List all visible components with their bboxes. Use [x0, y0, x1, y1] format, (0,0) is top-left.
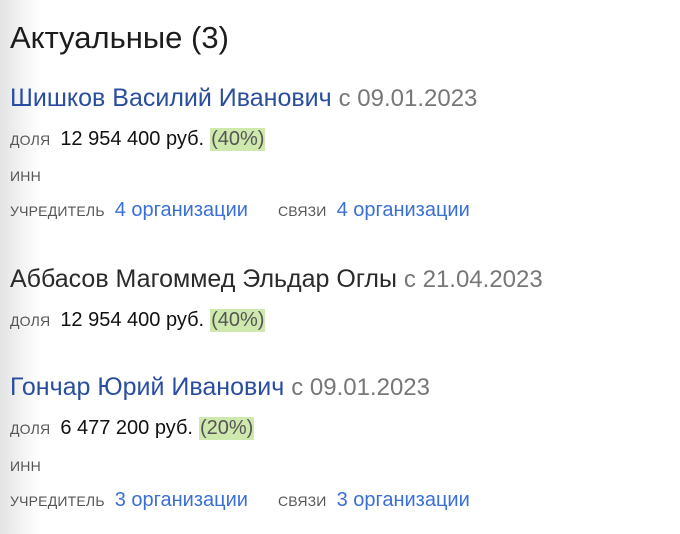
share-row: доля 12 954 400 руб. (40%) — [10, 128, 266, 151]
share-label: доля — [10, 132, 51, 148]
share-amount: 12 954 400 руб. — [60, 128, 205, 150]
links-label: связи — [277, 203, 327, 219]
founder-label: учредитель — [10, 203, 105, 219]
share-row: доля 6 477 200 руб. (20%) — [10, 417, 255, 440]
share-percent: (40%) — [210, 309, 266, 332]
founder-orgs-link[interactable]: 4 организации — [114, 199, 248, 221]
share-label: доля — [10, 421, 51, 437]
relations-row: учредитель 4 организации связи 4 организ… — [10, 199, 470, 222]
inn-label: ИНН — [10, 458, 41, 474]
person-name-link[interactable]: Шишков Василий Иванович — [10, 84, 332, 112]
inn-row: ИНН — [10, 458, 41, 474]
person-header: Гончар Юрий Иванович с 09.01.2023 — [10, 373, 430, 402]
since-date: с 09.01.2023 — [291, 374, 430, 401]
founder-label: учредитель — [10, 493, 105, 509]
relations-row: учредитель 3 организации связи 3 организ… — [10, 489, 470, 512]
links-label: связи — [277, 493, 327, 509]
since-date: с 09.01.2023 — [338, 85, 478, 112]
since-date: с 21.04.2023 — [403, 266, 543, 293]
inn-label: ИНН — [10, 168, 41, 184]
links-orgs-link[interactable]: 4 организации — [336, 199, 470, 221]
share-label: доля — [10, 313, 51, 329]
founder-orgs-link[interactable]: 3 организации — [114, 489, 248, 511]
links-orgs-link[interactable]: 3 организации — [336, 489, 470, 511]
left-edge-shadow — [0, 0, 40, 534]
person-header: Аббасов Магоммед Эльдар Оглы с 21.04.202… — [10, 265, 543, 294]
inn-row: ИНН — [10, 168, 41, 184]
section-title: Актуальные (3) — [10, 20, 229, 55]
share-row: доля 12 954 400 руб. (40%) — [10, 309, 266, 332]
share-percent: (20%) — [198, 417, 255, 440]
person-name: Аббасов Магоммед Эльдар Оглы — [10, 265, 397, 293]
person-header: Шишков Василий Иванович с 09.01.2023 — [10, 84, 477, 113]
share-amount: 12 954 400 руб. — [60, 309, 205, 331]
share-percent: (40%) — [210, 128, 266, 151]
share-amount: 6 477 200 руб. — [60, 417, 193, 439]
person-name-link[interactable]: Гончар Юрий Иванович — [10, 373, 285, 401]
